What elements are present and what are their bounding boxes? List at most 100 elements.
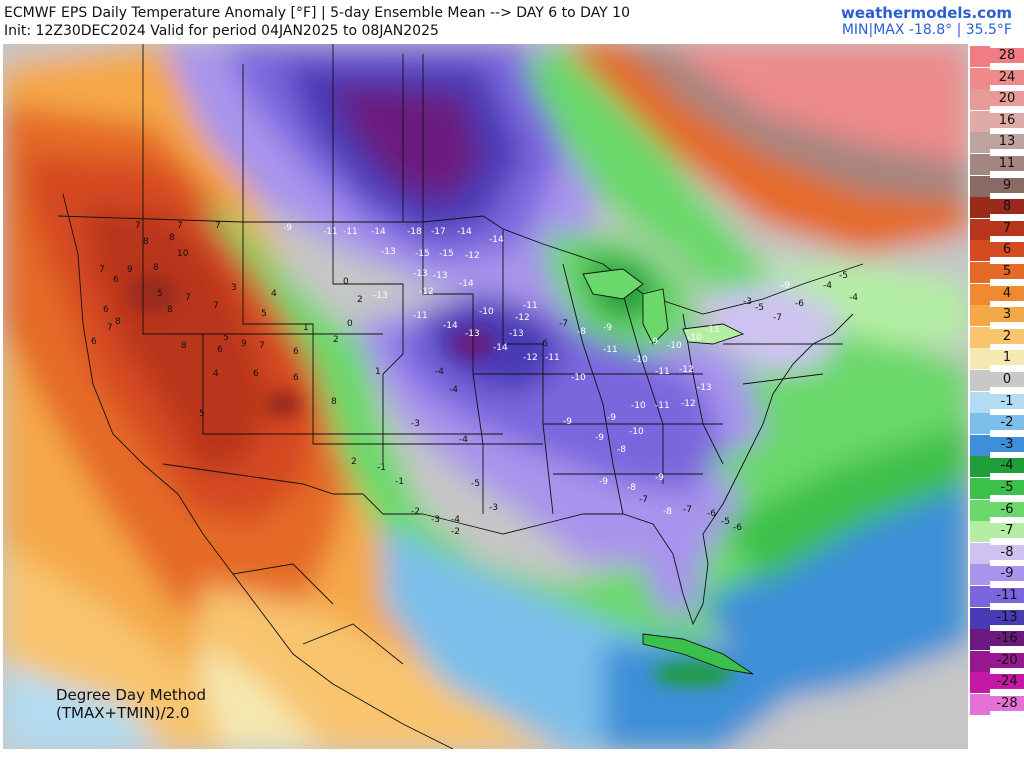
anomaly-value-label: -8 <box>577 327 586 337</box>
anomaly-value-label: -11 <box>323 227 338 237</box>
anomaly-value-label: -6 <box>733 523 742 533</box>
anomaly-value-label: -13 <box>465 329 480 339</box>
anomaly-value-label: -6 <box>707 509 716 519</box>
legend-label: 24 <box>990 69 1024 85</box>
legend-row: 4 <box>968 283 1024 305</box>
legend-swatch <box>970 154 990 175</box>
anomaly-value-label: -10 <box>629 427 644 437</box>
legend-label: 16 <box>990 112 1024 128</box>
legend-label: 13 <box>990 134 1024 150</box>
anomaly-value-label: -1 <box>395 477 404 487</box>
anomaly-value-label: -9 <box>655 473 664 483</box>
legend-row: 7 <box>968 218 1024 240</box>
anomaly-value-label: -10 <box>571 373 586 383</box>
legend-row: 11 <box>968 154 1024 175</box>
anomaly-value-label: 10 <box>177 249 189 259</box>
anomaly-value-label: 6 <box>217 345 223 355</box>
legend-label: 28 <box>990 48 1024 63</box>
anomaly-value-label: 8 <box>169 233 175 243</box>
legend-swatch <box>970 197 990 219</box>
anomaly-value-label: -9 <box>563 417 572 427</box>
anomaly-value-label: 8 <box>167 305 173 315</box>
anomaly-value-label: -14 <box>459 279 474 289</box>
anomaly-value-label: 6 <box>91 337 97 347</box>
anomaly-value-label: -8 <box>627 483 636 493</box>
legend-row: -6 <box>968 499 1024 521</box>
anomaly-value-label: 8 <box>143 237 149 247</box>
legend-row: -4 <box>968 456 1024 478</box>
anomaly-value-label: -12 <box>679 365 694 375</box>
anomaly-value-label: -11 <box>343 227 358 237</box>
anomaly-value-label: -8 <box>617 445 626 455</box>
legend-row: -2 <box>968 413 1024 435</box>
legend-swatch <box>970 132 990 154</box>
anomaly-value-label: -3 <box>431 515 440 525</box>
anomaly-value-label: 1 <box>303 323 309 333</box>
anomaly-value-label: -9 <box>603 323 612 333</box>
color-legend: 28 24 20 16 13 11 9 8 7 6 5 4 3 2 1 0 -1 -2 -3 -4 -5 -6 -7 -8 -9… <box>968 46 1024 722</box>
anomaly-value-label: -11 <box>705 325 720 335</box>
legend-row: 8 <box>968 197 1024 219</box>
legend-label: 1 <box>990 350 1024 366</box>
anomaly-value-label: 2 <box>333 335 339 345</box>
legend-swatch <box>970 694 990 715</box>
anomaly-value-label: 4 <box>271 289 277 299</box>
legend-row: 3 <box>968 305 1024 327</box>
anomaly-value-label: 6 <box>113 275 119 285</box>
legend-swatch <box>970 434 990 456</box>
legend-swatch <box>970 499 990 521</box>
anomaly-value-label: -4 <box>435 367 444 377</box>
anomaly-value-label: -11 <box>545 353 560 363</box>
anomaly-value-label: -4 <box>451 515 460 525</box>
chart-title: ECMWF EPS Daily Temperature Anomaly [°F]… <box>4 5 631 21</box>
anomaly-value-label: -8 <box>663 507 672 517</box>
legend-row: 6 <box>968 240 1024 262</box>
legend-swatch <box>970 240 990 262</box>
anomaly-value-label: -5 <box>471 479 480 489</box>
anomaly-value-label: 7 <box>107 323 113 333</box>
anomaly-value-label: -11 <box>523 301 538 311</box>
anomaly-value-label: -11 <box>655 401 670 411</box>
anomaly-value-label: -7 <box>559 319 568 329</box>
legend-row: 13 <box>968 132 1024 154</box>
anomaly-value-label: -2 <box>411 507 420 517</box>
anomaly-value-label: -12 <box>681 399 696 409</box>
anomaly-value-label: -14 <box>493 343 508 353</box>
init-valid-line: Init: 12Z30DEC2024 Valid for period 04JA… <box>4 23 439 39</box>
legend-swatch <box>970 542 990 564</box>
anomaly-value-label: -12 <box>515 313 530 323</box>
anomaly-value-label: -14 <box>371 227 386 237</box>
legend-swatch <box>970 413 990 435</box>
anomaly-value-label: 6 <box>253 369 259 379</box>
legend-row: 2 <box>968 326 1024 348</box>
anomaly-value-label: 2 <box>351 457 357 467</box>
anomaly-value-label: 9 <box>241 339 247 349</box>
legend-row: 1 <box>968 348 1024 370</box>
anomaly-value-label: -14 <box>443 321 458 331</box>
legend-row: -28 <box>968 694 1024 715</box>
legend-label: 2 <box>990 328 1024 344</box>
anomaly-value-label: -10 <box>631 401 646 411</box>
anomaly-value-label: 3 <box>231 283 237 293</box>
anomaly-value-label: -5 <box>721 517 730 527</box>
anomaly-value-label: -15 <box>415 249 430 259</box>
legend-row: -24 <box>968 672 1024 694</box>
legend-row: -13 <box>968 607 1024 629</box>
legend-label: 11 <box>990 156 1024 171</box>
legend-swatch <box>970 586 990 607</box>
min-max-readout: MIN|MAX -18.8° | 35.5°F <box>841 22 1012 38</box>
anomaly-value-label: 2 <box>357 295 363 305</box>
legend-row: 16 <box>968 110 1024 132</box>
anomaly-value-label: -18 <box>407 227 422 237</box>
legend-label: -2 <box>990 415 1024 431</box>
anomaly-value-label: 7 <box>135 221 141 231</box>
legend-label: -11 <box>990 588 1024 603</box>
legend-swatch <box>970 218 990 240</box>
anomaly-value-label: -13 <box>509 329 524 339</box>
anomaly-value-label: 7 <box>185 293 191 303</box>
legend-swatch <box>970 370 990 391</box>
legend-label: 8 <box>990 199 1024 215</box>
anomaly-value-label: -3 <box>489 503 498 513</box>
legend-swatch <box>970 391 990 413</box>
